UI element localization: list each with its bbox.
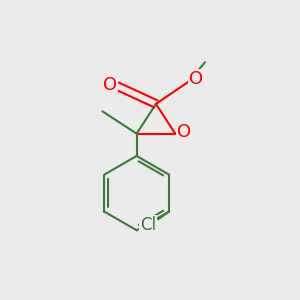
Text: O: O: [177, 123, 191, 141]
Text: O: O: [103, 76, 117, 94]
Text: O: O: [189, 70, 203, 88]
Text: Cl: Cl: [140, 216, 156, 234]
